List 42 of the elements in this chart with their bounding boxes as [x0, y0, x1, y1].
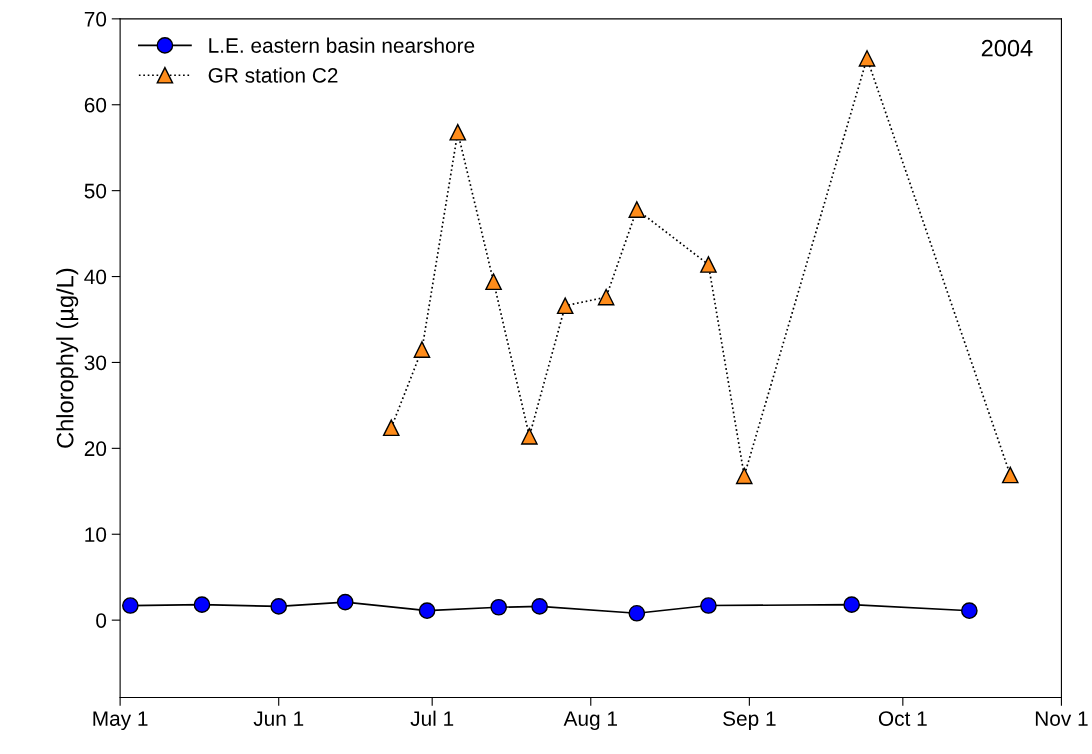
point	[858, 50, 876, 67]
point	[735, 467, 753, 485]
x-tick-label: Oct 1	[878, 711, 927, 726]
point	[961, 602, 978, 620]
point	[700, 256, 717, 273]
point	[628, 604, 646, 622]
y-tick-label: 0	[96, 613, 107, 628]
point	[122, 597, 139, 614]
point	[418, 602, 436, 620]
point	[193, 596, 211, 614]
y-tick-label: 70	[84, 11, 107, 27]
annotation: 2004	[981, 39, 1033, 57]
point	[1001, 466, 1019, 484]
x-tick-label: Jun 1	[253, 711, 304, 726]
y-axis-title: Chlorophyl (µg/L)	[56, 268, 79, 448]
point	[531, 598, 548, 615]
point	[490, 598, 508, 616]
y-tick-label: 30	[84, 355, 107, 371]
point	[382, 419, 400, 437]
x-tick-label: Jul 1	[410, 710, 454, 726]
point	[413, 341, 431, 358]
x-tick-label: May 1	[93, 711, 148, 731]
point	[449, 123, 467, 141]
y-tick-label: 10	[85, 527, 107, 542]
x-tick-label: Nov 1	[1035, 711, 1088, 726]
point	[521, 427, 538, 445]
legend-label: L.E. eastern basin nearshore	[209, 37, 475, 53]
y-tick-label: 20	[84, 441, 107, 457]
y-tick-label: 40	[84, 269, 107, 285]
y-tick-label: 50	[84, 183, 107, 199]
y-tick-label: 60	[84, 97, 107, 113]
point	[597, 288, 615, 306]
x-tick-label: Sep 1	[723, 711, 776, 731]
point	[485, 273, 502, 291]
point	[628, 201, 646, 218]
point	[556, 297, 574, 315]
point	[843, 596, 861, 614]
point	[270, 598, 288, 615]
x-tick-label: Aug 1	[563, 711, 617, 731]
point	[700, 597, 717, 614]
point	[336, 593, 354, 611]
legend-label: GR station C2	[208, 67, 338, 83]
